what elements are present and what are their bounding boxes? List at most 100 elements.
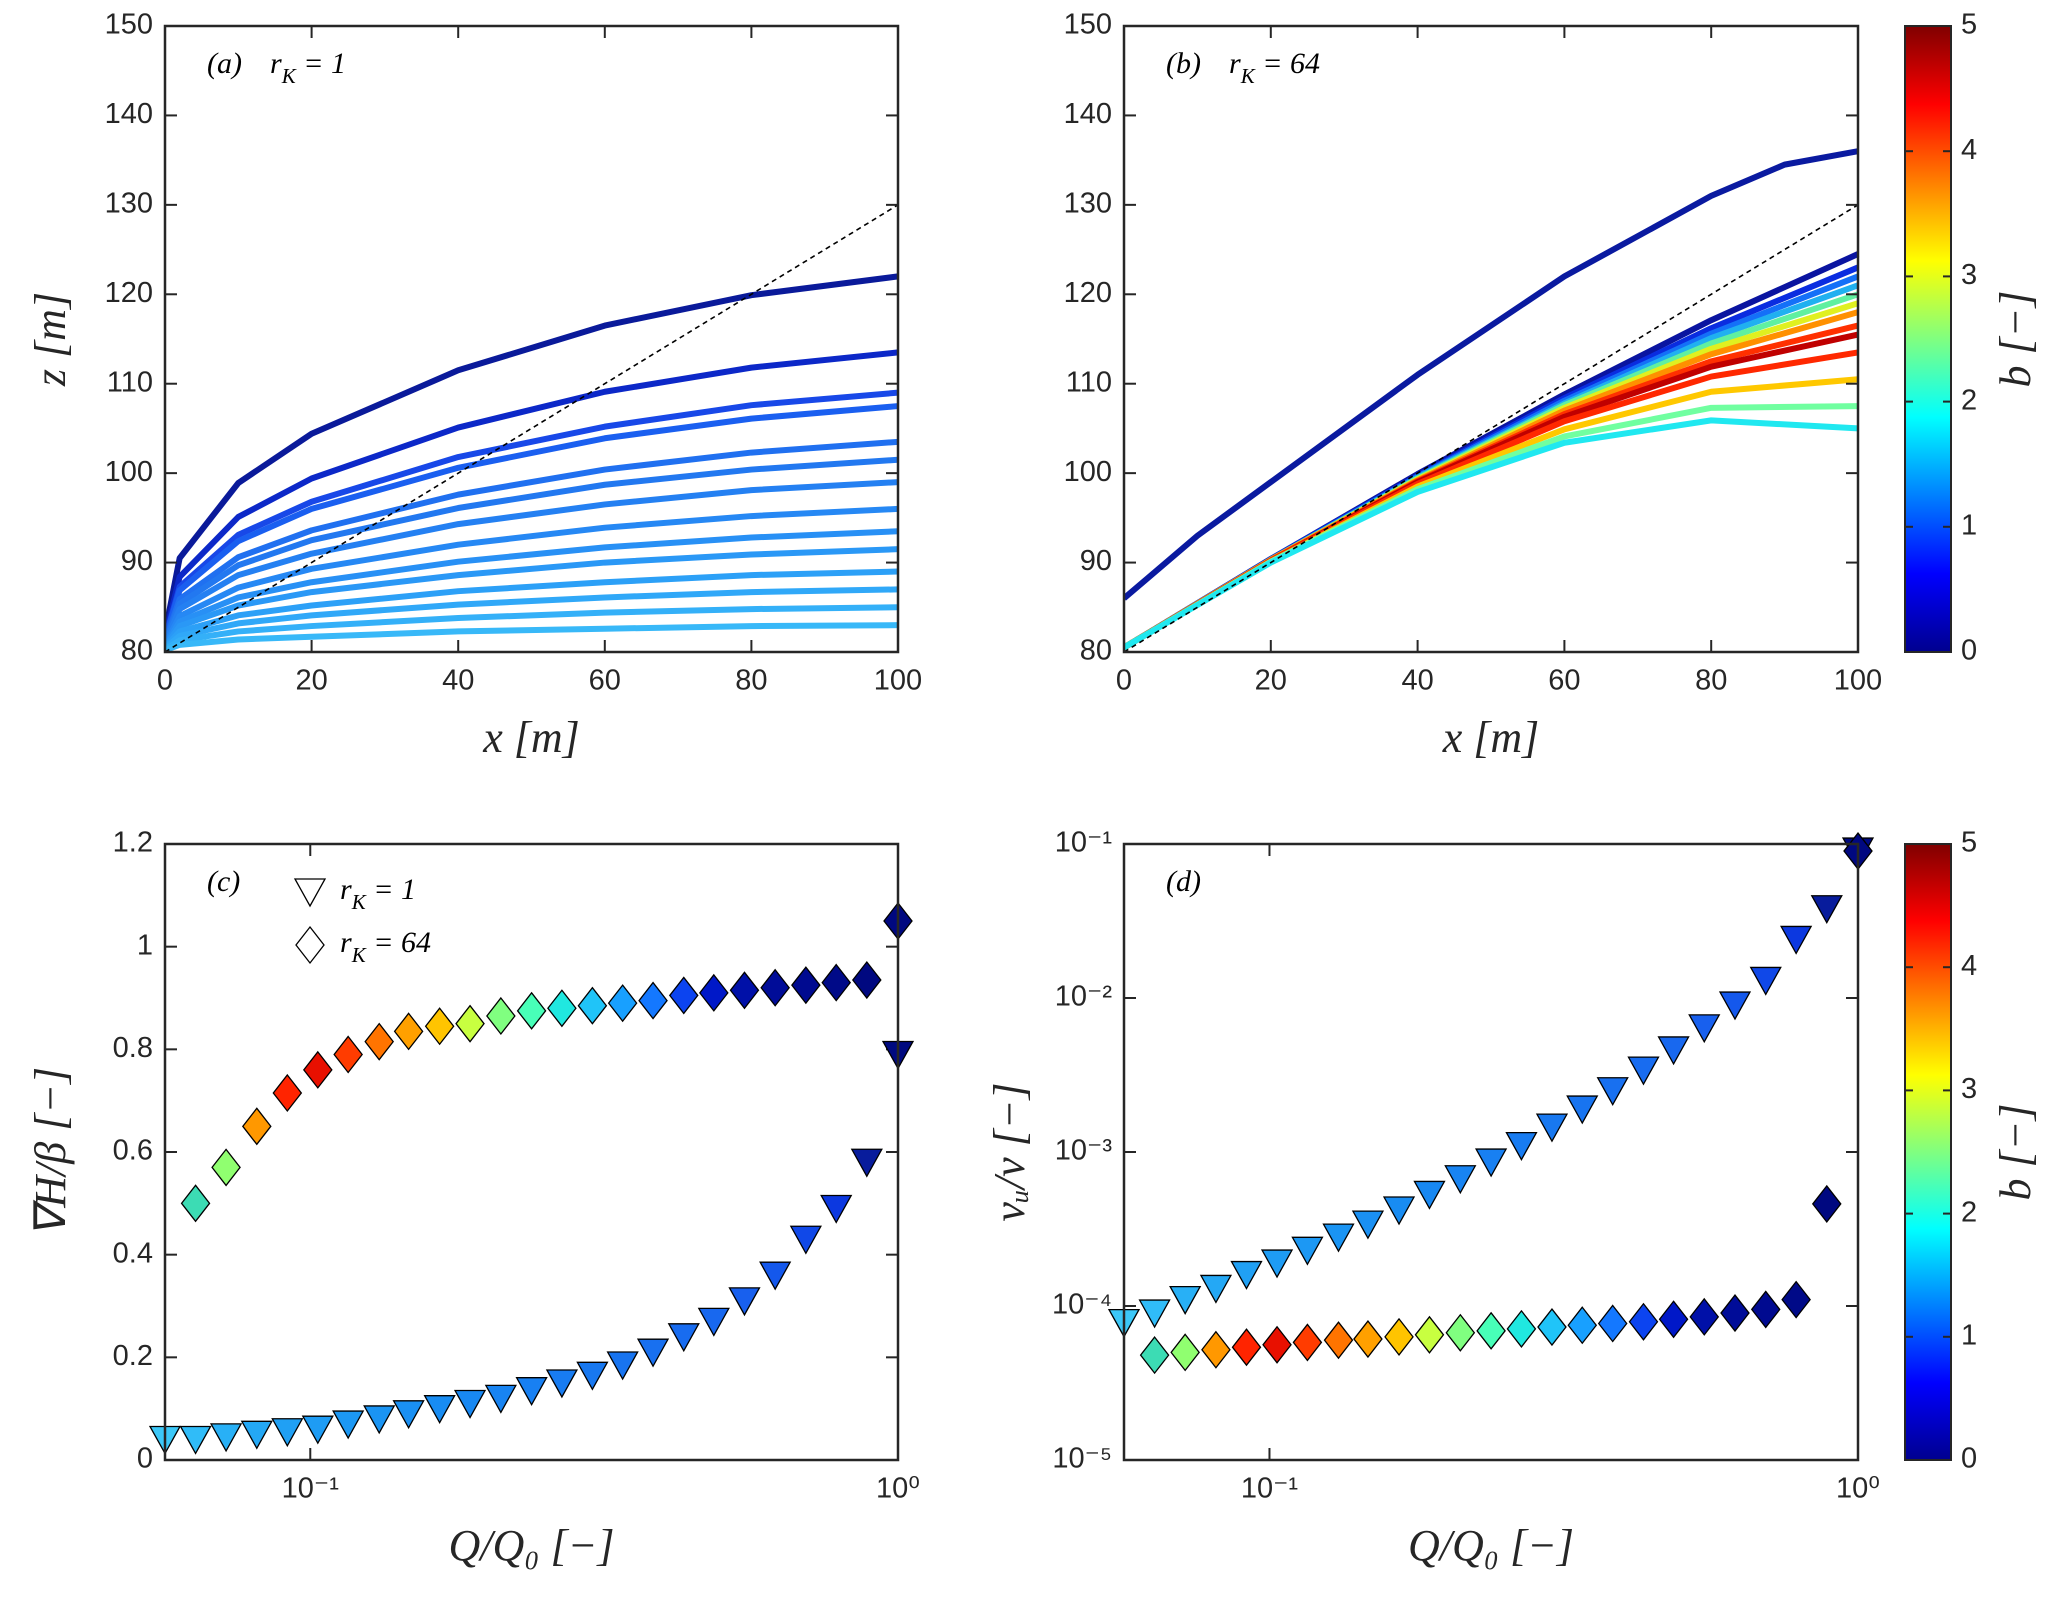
x-tick-label: 0 — [157, 665, 173, 697]
legend-label: rK = 1 — [340, 873, 416, 914]
triangle-marker — [1688, 1014, 1721, 1044]
colorbar-label: b [−] — [1991, 1104, 2040, 1201]
triangle-marker — [1351, 1210, 1385, 1240]
colorbar-tick-label: 3 — [1961, 1073, 1977, 1105]
legend-label-part: = 64 — [366, 926, 431, 959]
triangle-marker — [453, 1389, 487, 1419]
diamond-marker — [1476, 1311, 1506, 1350]
curve — [1124, 349, 1859, 651]
curve — [165, 479, 899, 645]
y-tick-label: 1.2 — [113, 827, 153, 859]
triangle-marker — [1169, 1285, 1202, 1315]
x-axis-label: x [m] — [1442, 713, 1540, 762]
x-tick-label: 20 — [1255, 665, 1287, 697]
diamond-marker — [668, 976, 699, 1015]
y-tick-label: 140 — [105, 98, 153, 130]
colorbar-tick-label: 1 — [1961, 509, 1977, 541]
diamond-marker — [333, 1035, 363, 1074]
diamond-marker — [1323, 1321, 1354, 1360]
diamond-marker — [1597, 1304, 1628, 1343]
reference-line — [1124, 204, 1859, 653]
curve — [165, 403, 899, 641]
diamond-marker — [424, 1007, 455, 1046]
colorbar-tick-label: 4 — [1961, 134, 1977, 166]
annotation-part: r — [1229, 47, 1241, 80]
y-tick-label: 130 — [1064, 188, 1112, 220]
axes-frame — [163, 24, 900, 654]
x-tick-label: 10⁰ — [876, 1473, 920, 1505]
x-tick-label: 10⁻¹ — [282, 1473, 340, 1505]
curve — [1124, 309, 1859, 651]
curve — [1124, 331, 1859, 651]
curve — [165, 568, 899, 650]
triangle-marker — [1230, 1260, 1263, 1290]
diamond-marker — [1537, 1307, 1567, 1347]
panel-label: (c) — [207, 865, 240, 898]
diamond-marker — [211, 1148, 241, 1187]
diamond-marker — [607, 984, 638, 1023]
triangle-marker — [728, 1287, 761, 1317]
x-axis-label: Q/Q₀ [−] — [1408, 1521, 1574, 1570]
diamond-marker — [1567, 1306, 1598, 1345]
y-tick-label: 0.6 — [113, 1135, 153, 1167]
triangle-marker — [1505, 1131, 1538, 1161]
curve — [165, 505, 899, 647]
curve — [165, 438, 899, 643]
legend-label-part: r — [340, 873, 352, 906]
annotation: rK = 64 — [1229, 47, 1320, 88]
x-tick-label: 10⁻¹ — [1241, 1473, 1299, 1505]
y-tick-label: 90 — [121, 545, 153, 577]
plot-area — [165, 204, 899, 654]
diamond-marker — [1201, 1330, 1231, 1369]
triangle-marker — [1657, 1036, 1690, 1066]
diamond-marker — [577, 986, 608, 1025]
x-tick-label: 10⁰ — [1836, 1473, 1880, 1505]
triangle-marker — [484, 1384, 517, 1414]
triangle-marker — [1322, 1223, 1355, 1253]
diamond-marker — [1781, 1280, 1811, 1319]
legend-label-part: K — [351, 890, 367, 914]
curve — [165, 349, 899, 638]
x-tick-label: 60 — [589, 665, 621, 697]
triangle-marker — [759, 1261, 792, 1291]
curve — [165, 622, 899, 654]
y-tick-label: 0 — [137, 1443, 153, 1475]
colorbar-tick-label: 1 — [1961, 1319, 1977, 1351]
diamond-marker — [760, 968, 790, 1007]
triangle-marker — [179, 1425, 212, 1455]
diamond-marker — [1445, 1313, 1476, 1352]
triangle-marker — [1382, 1196, 1416, 1226]
triangle-marker — [515, 1377, 548, 1407]
axes-frame — [1122, 842, 1860, 1462]
triangle-marker — [1627, 1056, 1660, 1086]
diamond-marker — [1628, 1302, 1659, 1341]
curve — [1124, 417, 1859, 651]
triangle-marker — [301, 1415, 334, 1445]
diamond-marker — [272, 1073, 303, 1113]
x-tick-label: 100 — [874, 665, 922, 697]
legend-label-part: = 1 — [366, 873, 416, 906]
y-axis-label: νᵤ/ν [−] — [985, 1082, 1034, 1221]
annotation-part: = 64 — [1255, 47, 1320, 80]
triangle-marker — [392, 1400, 425, 1430]
y-axis-label: z [m] — [26, 292, 75, 387]
curve — [165, 528, 899, 648]
y-tick-label: 120 — [1064, 277, 1112, 309]
diamond-marker — [1353, 1320, 1383, 1359]
diamond-marker — [364, 1022, 395, 1061]
colorbar-tick-label: 2 — [1961, 1196, 1977, 1228]
diamond-marker — [547, 989, 577, 1028]
triangle-marker — [1199, 1274, 1233, 1304]
triangle-marker — [240, 1420, 273, 1450]
triangle-marker — [1260, 1249, 1294, 1279]
curve — [165, 456, 899, 644]
diamond-marker — [1292, 1323, 1323, 1362]
y-tick-label: 110 — [107, 366, 153, 398]
colorbar-tick-label: 5 — [1961, 9, 1977, 41]
x-tick-label: 80 — [735, 665, 767, 697]
diamond-marker — [455, 1004, 485, 1043]
y-tick-label: 80 — [121, 635, 153, 667]
triangle-marker — [636, 1338, 670, 1368]
